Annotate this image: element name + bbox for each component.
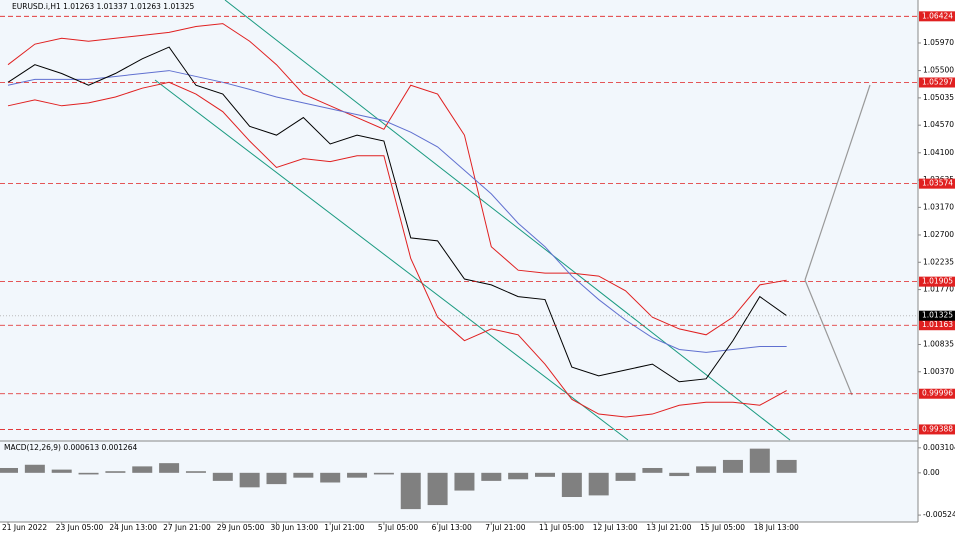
x-tick-label: 15 Jul 05:00 — [700, 523, 745, 532]
macd-title: MACD(12,26,9) 0.000613 0.001264 — [4, 443, 138, 452]
macd-bar — [535, 472, 555, 477]
level-label-box — [919, 77, 955, 88]
macd-bar — [696, 466, 717, 473]
macd-bar — [78, 472, 99, 475]
y-tick-label: 1.05500 — [923, 66, 954, 75]
y-tick-label: -0.005242 — [923, 510, 955, 519]
current-price-box — [919, 310, 955, 321]
y-tick-label: 0.003104 — [923, 443, 955, 452]
level-label: 0.99388 — [922, 424, 953, 433]
macd-bar — [159, 463, 180, 473]
y-tick-label: 0.00 — [923, 468, 940, 477]
level-label: 1.01163 — [922, 320, 953, 329]
y-tick-label: 1.02235 — [923, 257, 954, 266]
level-label: 0.99996 — [922, 389, 953, 398]
macd-bar — [427, 472, 448, 506]
band-line — [7, 70, 787, 353]
level-label: 1.03574 — [922, 179, 953, 188]
plot-background — [0, 0, 918, 522]
level-label-box — [919, 11, 955, 22]
level-label-box — [919, 424, 955, 435]
projection-arrow — [804, 279, 853, 396]
x-tick-label: 18 Jul 13:00 — [754, 523, 799, 532]
x-tick-label: 27 Jun 21:00 — [163, 523, 211, 532]
level-label-box — [919, 178, 955, 189]
level-label-box — [919, 320, 955, 331]
macd-bar — [212, 472, 233, 481]
y-tick-label: 1.00835 — [923, 339, 954, 348]
level-label: 1.01905 — [922, 277, 953, 286]
x-tick-label: 12 Jul 13:00 — [593, 523, 638, 532]
y-tick-label: 1.01770 — [923, 285, 954, 294]
macd-bar — [105, 471, 126, 473]
y-tick-label: 1.05970 — [923, 38, 954, 47]
macd-bar — [722, 459, 743, 473]
macd-bar — [615, 472, 636, 481]
macd-bar — [293, 472, 314, 478]
macd-bar — [347, 472, 368, 478]
macd-bar — [51, 469, 72, 473]
macd-bar — [373, 472, 394, 475]
level-label: 1.06424 — [922, 11, 953, 20]
price-line — [7, 46, 787, 383]
channel-line — [154, 79, 629, 441]
x-tick-label: 23 Jun 05:00 — [56, 523, 104, 532]
x-tick-label: 6 Jul 13:00 — [432, 523, 472, 532]
x-tick-label: 1 Jul 21:00 — [324, 523, 364, 532]
macd-bar — [239, 472, 260, 488]
projection-arrow — [804, 84, 871, 281]
band-line — [7, 23, 787, 336]
macd-bar — [481, 472, 502, 481]
y-tick-label: 1.04100 — [923, 148, 954, 157]
y-tick-label: 1.02700 — [923, 230, 954, 239]
level-label-box — [919, 388, 955, 399]
macd-bar — [400, 472, 421, 510]
macd-bar — [0, 467, 18, 473]
macd-bar — [266, 472, 287, 485]
x-tick-label: 11 Jul 05:00 — [539, 523, 584, 532]
macd-bar — [588, 472, 609, 496]
x-tick-label: 7 Jul 21:00 — [485, 523, 525, 532]
chart-title: EURUSD.i,H1 1.01263 1.01337 1.01263 1.01… — [12, 2, 195, 11]
macd-bar — [320, 472, 341, 483]
level-label-box — [919, 276, 955, 287]
macd-bar — [669, 472, 690, 477]
x-tick-label: 30 Jun 13:00 — [271, 523, 319, 532]
y-tick-label: 1.03170 — [923, 202, 954, 211]
macd-bar — [24, 464, 45, 473]
y-tick-label: 1.00370 — [923, 367, 954, 376]
x-tick-label: 29 Jun 05:00 — [217, 523, 265, 532]
macd-bar — [749, 448, 770, 473]
macd-bar — [508, 472, 529, 480]
band-line — [7, 81, 787, 418]
x-tick-label: 24 Jun 13:00 — [109, 523, 157, 532]
current-price-label: 1.01325 — [922, 311, 953, 320]
y-tick-label: 1.05035 — [923, 93, 954, 102]
x-tick-label: 5 Jul 05:00 — [378, 523, 418, 532]
macd-bar — [561, 472, 582, 498]
x-tick-label: 21 Jun 2022 — [2, 523, 47, 532]
macd-bar — [454, 472, 475, 491]
macd-bar — [185, 471, 206, 473]
macd-bar — [642, 467, 663, 473]
x-tick-label: 13 Jul 21:00 — [646, 523, 691, 532]
level-label: 1.05297 — [922, 77, 953, 86]
macd-bar — [132, 466, 153, 473]
y-tick-label: 1.04570 — [923, 120, 954, 129]
channel-line — [224, 0, 791, 441]
macd-bar — [776, 459, 797, 473]
